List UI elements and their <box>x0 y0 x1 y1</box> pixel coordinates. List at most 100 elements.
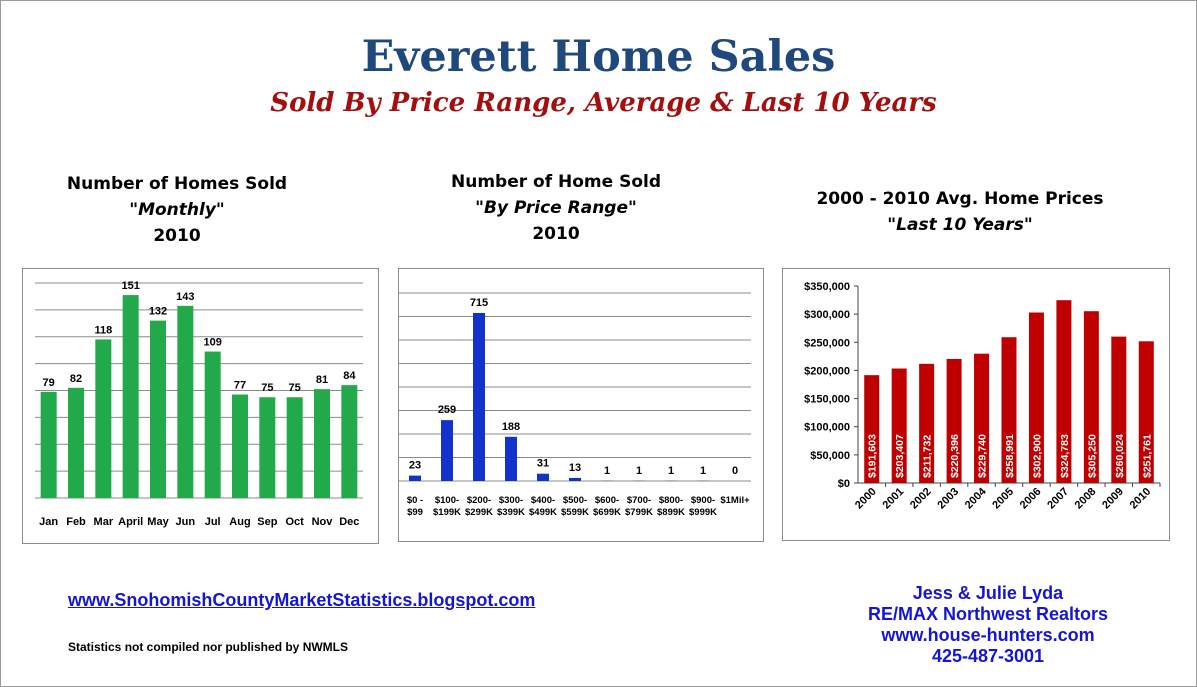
x-tick-label: Dec <box>339 516 359 528</box>
bar <box>974 353 990 483</box>
data-label: $305,250 <box>1086 434 1098 478</box>
bar <box>569 477 581 481</box>
price-range-chart: 23 $0 -$99 259 $100-$199K 715 $200-$299K 188 $3… <box>399 292 751 518</box>
x-tick-label: $500- <box>563 495 587 506</box>
data-label: 1 <box>604 465 610 477</box>
data-label: $203,407 <box>894 434 906 478</box>
monthly-chart-heading: Number of Homes Sold "Monthly" 2010 <box>37 171 317 249</box>
x-tick-label: Jul <box>205 516 221 528</box>
data-label: $229,740 <box>977 434 989 478</box>
x-tick-label: $899K <box>657 507 685 518</box>
bar <box>1138 341 1154 483</box>
data-label: $258,991 <box>1004 434 1016 478</box>
bar <box>919 363 935 483</box>
data-label: 79 <box>43 377 55 389</box>
x-tick-label: 2003 <box>935 486 961 512</box>
bar <box>473 312 485 481</box>
data-label: 75 <box>261 382 273 394</box>
bar <box>1083 311 1099 483</box>
contact-phone: 425-487-3001 <box>931 646 1045 666</box>
x-tick-label: $400- <box>531 495 555 506</box>
contact-company: RE/MAX Northwest Realtors <box>867 604 1109 624</box>
data-label: 143 <box>176 291 194 303</box>
price-range-chart-heading-line3: 2010 <box>532 224 580 244</box>
x-tick-label: $700- <box>627 495 651 506</box>
data-label: 1 <box>668 465 674 477</box>
avg-price-chart-box: $0 $50,000 $100,000 $150,000 $200,000 $250,00… <box>782 268 1170 541</box>
bar <box>232 394 248 498</box>
page-title: Everett Home Sales <box>361 32 836 82</box>
data-label: $191,603 <box>867 434 879 478</box>
bar <box>40 391 57 498</box>
x-tick-label: 2002 <box>908 486 934 512</box>
data-label: 109 <box>203 337 221 349</box>
y-tick-label: $250,000 <box>804 337 850 349</box>
x-tick-label: $399K <box>497 507 525 518</box>
bar <box>946 358 962 483</box>
bar <box>341 385 358 498</box>
x-tick-label: 2008 <box>1073 486 1099 512</box>
data-label: 84 <box>343 370 356 382</box>
contact-names: Jess & Julie Lyda <box>912 583 1064 603</box>
x-tick-label: $800- <box>659 495 683 506</box>
blog-link[interactable]: www.SnohomishCountyMarketStatistics.blog… <box>68 590 536 610</box>
bar <box>177 305 194 498</box>
x-tick-label: $300- <box>499 495 523 506</box>
x-tick-label: $100- <box>435 495 459 506</box>
x-tick-label: Oct <box>285 516 304 528</box>
x-tick-label: Mar <box>94 516 114 528</box>
data-label: 118 <box>94 324 112 336</box>
bar <box>286 397 303 498</box>
x-tick-label: 2000 <box>853 486 879 512</box>
data-label: 715 <box>470 297 488 309</box>
contact-block: Jess & Julie Lyda RE/MAX Northwest Realt… <box>818 583 1158 667</box>
avg-price-chart: $0 $50,000 $100,000 $150,000 $200,000 $250,00… <box>804 281 1161 512</box>
x-tick-label: $499K <box>529 507 557 518</box>
monthly-chart-heading-line1: Number of Homes Sold <box>66 174 288 194</box>
data-label: $220,396 <box>949 434 961 478</box>
contact-website[interactable]: www.house-hunters.com <box>881 625 1095 645</box>
x-tick-label: 2005 <box>990 486 1016 512</box>
data-label: $211,732 <box>922 435 934 478</box>
y-tick-label: $50,000 <box>810 450 850 462</box>
data-label: 1 <box>636 465 642 477</box>
x-tick-label: $900- <box>691 495 715 506</box>
x-tick-label: $799K <box>625 507 653 518</box>
bar <box>1001 337 1017 483</box>
monthly-chart: 79 Jan 82 Feb 118 Mar 151 April 132 May 143 Jun 109 J… <box>35 280 363 528</box>
bar <box>150 320 166 498</box>
y-tick-label: $0 <box>838 478 850 490</box>
data-label: 82 <box>70 373 82 385</box>
bar <box>1028 312 1044 483</box>
data-label: 23 <box>409 460 421 472</box>
x-tick-label: $199K <box>433 507 461 518</box>
x-tick-label: $599K <box>561 507 589 518</box>
x-tick-label: Jan <box>39 516 58 528</box>
page-subtitle: Sold By Price Range, Average & Last 10 Y… <box>270 88 937 118</box>
bar <box>1056 300 1072 483</box>
x-tick-label: 2001 <box>881 486 907 512</box>
monthly-chart-box: 79 Jan 82 Feb 118 Mar 151 April 132 May 143 Jun 109 J… <box>22 268 379 544</box>
x-tick-label: 2010 <box>1128 486 1154 512</box>
monthly-chart-heading-line3: 2010 <box>153 226 201 246</box>
y-tick-label: $350,000 <box>804 281 850 293</box>
data-label: 151 <box>121 280 139 292</box>
y-tick-label: $300,000 <box>804 309 850 321</box>
y-tick-label: $100,000 <box>804 422 850 434</box>
x-tick-label: $299K <box>465 507 493 518</box>
avg-price-chart-heading-line1: 2000 - 2010 Avg. Home Prices <box>816 189 1104 209</box>
bar <box>95 339 112 498</box>
x-tick-label: Jun <box>176 516 196 528</box>
x-tick-label: 2007 <box>1045 486 1071 512</box>
x-tick-label: April <box>118 516 143 528</box>
bar <box>68 387 84 498</box>
data-label: 13 <box>569 462 581 474</box>
x-tick-label: $999K <box>689 507 717 518</box>
x-tick-label: $699K <box>593 507 621 518</box>
data-label: 259 <box>438 404 456 416</box>
data-label: $251,761 <box>1141 434 1153 478</box>
data-label: 31 <box>537 458 549 470</box>
disclaimer-note: Statistics not compiled nor published by… <box>68 640 349 654</box>
bar <box>204 351 221 498</box>
avg-price-chart-heading: 2000 - 2010 Avg. Home Prices "Last 10 Ye… <box>800 186 1120 238</box>
